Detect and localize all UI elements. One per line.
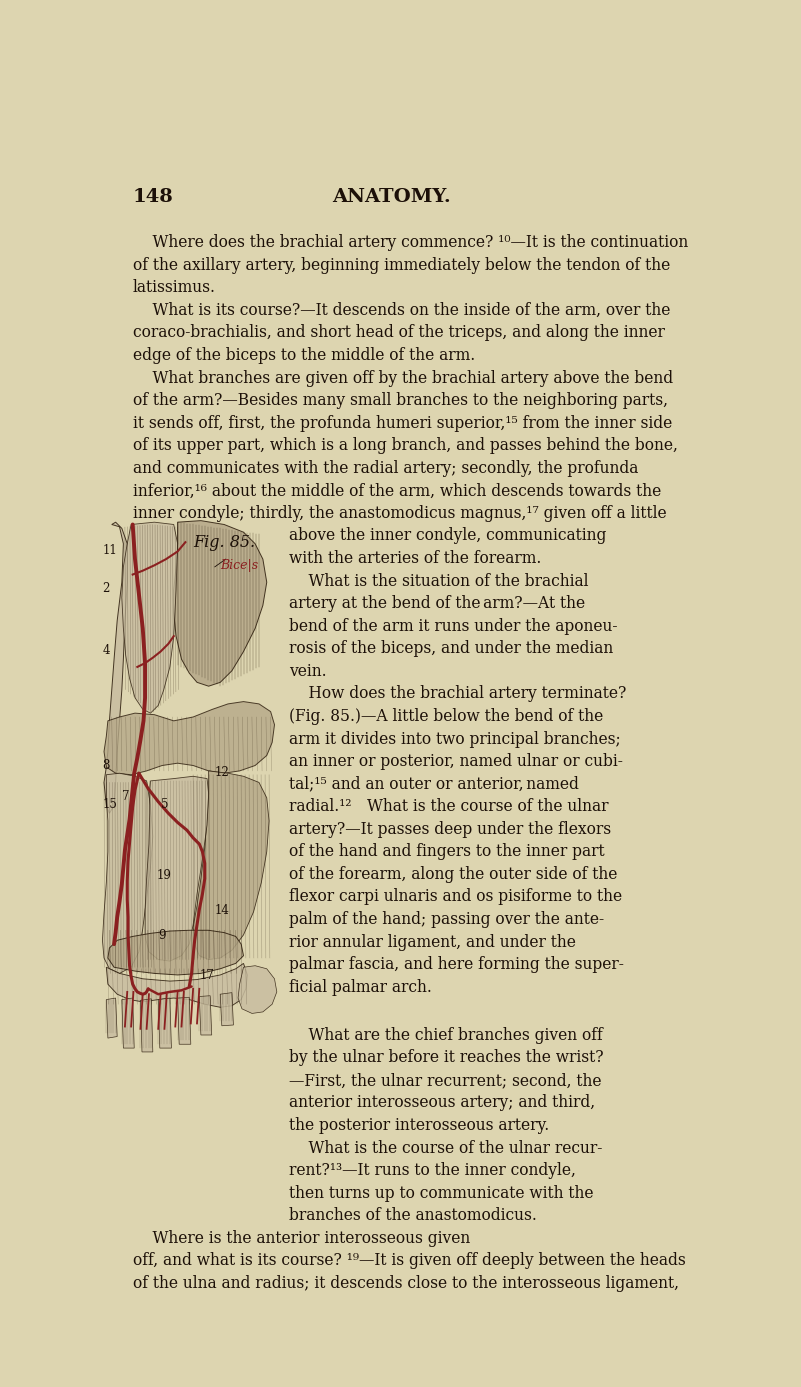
Text: 11: 11 xyxy=(103,544,117,556)
Text: with the arteries of the forearm.: with the arteries of the forearm. xyxy=(289,551,541,567)
Polygon shape xyxy=(107,999,117,1037)
Text: radial.¹² What is the course of the ulnar: radial.¹² What is the course of the ulna… xyxy=(289,799,609,816)
Text: of its upper part, which is a long branch, and passes behind the bone,: of its upper part, which is a long branc… xyxy=(133,437,678,455)
Polygon shape xyxy=(107,964,248,1007)
Text: ANATOMY.: ANATOMY. xyxy=(332,189,452,207)
Text: Bice|s: Bice|s xyxy=(220,559,259,573)
Text: 17: 17 xyxy=(199,968,214,982)
Text: of the ulna and radius; it descends close to the interosseous ligament,: of the ulna and radius; it descends clos… xyxy=(133,1275,678,1291)
Text: above the inner condyle, communicating: above the inner condyle, communicating xyxy=(289,527,606,545)
Text: 15: 15 xyxy=(103,798,117,811)
Text: 19: 19 xyxy=(157,868,171,882)
Text: inner condyle; thirdly, the anastomodicus magnus,¹⁷ given off a little: inner condyle; thirdly, the anastomodicu… xyxy=(133,505,666,522)
Text: it sends off, first, the profunda humeri superior,¹⁵ from the inner side: it sends off, first, the profunda humeri… xyxy=(133,415,672,431)
Text: What is the situation of the brachial: What is the situation of the brachial xyxy=(289,573,589,589)
Text: What branches are given off by the brachial artery above the bend: What branches are given off by the brach… xyxy=(133,369,673,387)
Text: 2: 2 xyxy=(103,583,110,595)
Text: of the forearm, along the outer side of the: of the forearm, along the outer side of … xyxy=(289,865,618,884)
Text: 9: 9 xyxy=(159,929,166,942)
Text: vein.: vein. xyxy=(289,663,327,680)
Polygon shape xyxy=(199,996,211,1035)
Text: What is its course?—It descends on the inside of the arm, over the: What is its course?—It descends on the i… xyxy=(133,302,670,319)
Polygon shape xyxy=(145,777,208,961)
Polygon shape xyxy=(193,771,269,960)
Text: What is the course of the ulnar recur-: What is the course of the ulnar recur- xyxy=(289,1140,602,1157)
Polygon shape xyxy=(159,999,171,1049)
Text: Fig. 85.: Fig. 85. xyxy=(193,534,256,551)
Text: palm of the hand; passing over the ante-: palm of the hand; passing over the ante- xyxy=(289,911,604,928)
Text: anterior interosseous artery; and third,: anterior interosseous artery; and third, xyxy=(289,1094,595,1111)
Polygon shape xyxy=(140,999,153,1051)
Text: coraco-brachialis, and short head of the triceps, and along the inner: coraco-brachialis, and short head of the… xyxy=(133,325,665,341)
Text: 148: 148 xyxy=(133,189,174,207)
Polygon shape xyxy=(174,520,267,687)
Text: an inner or posterior, named ulnar or cubi-: an inner or posterior, named ulnar or cu… xyxy=(289,753,623,770)
Text: rior annular ligament, and under the: rior annular ligament, and under the xyxy=(289,933,576,950)
Polygon shape xyxy=(104,522,127,813)
Text: branches of the anastomodicus.: branches of the anastomodicus. xyxy=(289,1207,537,1225)
Text: rent?¹³—It runs to the inner condyle,: rent?¹³—It runs to the inner condyle, xyxy=(289,1162,576,1179)
Text: 7: 7 xyxy=(122,791,129,803)
Text: —First, the ulnar recurrent; second, the: —First, the ulnar recurrent; second, the xyxy=(289,1072,602,1089)
Polygon shape xyxy=(178,997,191,1044)
Text: 8: 8 xyxy=(103,759,110,773)
Text: edge of the biceps to the middle of the arm.: edge of the biceps to the middle of the … xyxy=(133,347,475,363)
Text: artery?—It passes deep under the flexors: artery?—It passes deep under the flexors xyxy=(289,821,611,838)
Text: the posterior interosseous artery.: the posterior interosseous artery. xyxy=(289,1117,549,1135)
Polygon shape xyxy=(220,993,233,1026)
Text: tal;¹⁵ and an outer or anterior, named: tal;¹⁵ and an outer or anterior, named xyxy=(289,775,579,792)
Text: of the axillary artery, beginning immediately below the tendon of the: of the axillary artery, beginning immedi… xyxy=(133,257,670,273)
Text: artery at the bend of the arm?—At the: artery at the bend of the arm?—At the xyxy=(289,595,586,612)
Polygon shape xyxy=(238,965,277,1014)
Text: then turns up to communicate with the: then turns up to communicate with the xyxy=(289,1184,594,1201)
Polygon shape xyxy=(108,931,244,975)
Text: by the ulnar before it reaches the wrist?: by the ulnar before it reaches the wrist… xyxy=(289,1050,604,1067)
Text: arm it divides into two principal branches;: arm it divides into two principal branch… xyxy=(289,731,621,748)
Text: rosis of the biceps, and under the median: rosis of the biceps, and under the media… xyxy=(289,641,614,657)
Text: ficial palmar arch.: ficial palmar arch. xyxy=(289,979,432,996)
Polygon shape xyxy=(122,999,135,1049)
Text: Where does the brachial artery commence? ¹⁰—It is the continuation: Where does the brachial artery commence?… xyxy=(133,234,688,251)
Text: inferior,¹⁶ about the middle of the arm, which descends towards the: inferior,¹⁶ about the middle of the arm,… xyxy=(133,483,661,499)
Text: of the hand and fingers to the inner part: of the hand and fingers to the inner par… xyxy=(289,843,605,860)
Text: bend of the arm it runs under the aponeu-: bend of the arm it runs under the aponeu… xyxy=(289,617,618,635)
Text: Where is the anterior interosseous given: Where is the anterior interosseous given xyxy=(133,1230,470,1247)
Text: 4: 4 xyxy=(103,644,110,657)
Polygon shape xyxy=(103,773,153,974)
Text: palmar fascia, and here forming the super-: palmar fascia, and here forming the supe… xyxy=(289,956,624,974)
Text: 12: 12 xyxy=(215,766,230,778)
Polygon shape xyxy=(122,522,178,713)
Text: (Fig. 85.)—A little below the bend of the: (Fig. 85.)—A little below the bend of th… xyxy=(289,707,603,725)
Text: 14: 14 xyxy=(215,904,230,917)
Text: flexor carpi ulnaris and os pisiforme to the: flexor carpi ulnaris and os pisiforme to… xyxy=(289,889,622,906)
Text: and communicates with the radial artery; secondly, the profunda: and communicates with the radial artery;… xyxy=(133,460,638,477)
Text: 5: 5 xyxy=(160,798,168,811)
Text: latissimus.: latissimus. xyxy=(133,279,215,297)
Text: off, and what is its course? ¹⁹—It is given off deeply between the heads: off, and what is its course? ¹⁹—It is gi… xyxy=(133,1252,686,1269)
Text: of the arm?—Besides many small branches to the neighboring parts,: of the arm?—Besides many small branches … xyxy=(133,393,668,409)
Text: How does the brachial artery terminate?: How does the brachial artery terminate? xyxy=(289,685,626,702)
Text: What are the chief branches given off: What are the chief branches given off xyxy=(289,1026,603,1044)
Polygon shape xyxy=(104,702,275,775)
